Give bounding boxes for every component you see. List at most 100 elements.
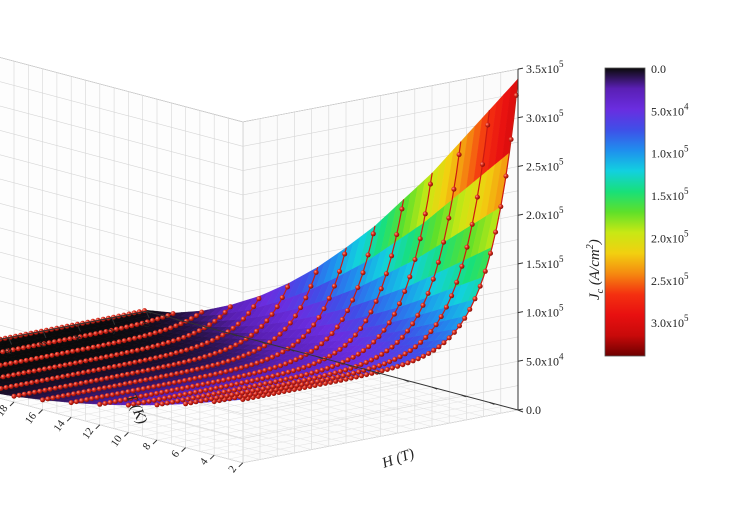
data-point (332, 350, 338, 356)
data-point (472, 296, 478, 302)
data-point (339, 317, 345, 322)
t-tick (181, 447, 186, 452)
data-point (215, 335, 221, 341)
h-tick (111, 317, 116, 325)
data-point (189, 367, 195, 373)
data-point (337, 368, 343, 374)
data-point (228, 344, 234, 350)
t-tick (346, 363, 352, 367)
t-tick (209, 454, 215, 460)
data-point (231, 375, 237, 381)
data-point (172, 393, 178, 399)
data-point (107, 399, 113, 405)
data-point (147, 331, 153, 337)
colorbar-label: 2.5x105 (651, 271, 689, 288)
data-point (446, 215, 452, 221)
data-point (151, 384, 157, 390)
data-point (62, 362, 68, 368)
data-point (0, 386, 4, 391)
data-point (360, 270, 366, 276)
z-tick-label: 0.0 (526, 403, 541, 417)
data-point (0, 349, 6, 355)
data-point (231, 387, 237, 393)
data-point (247, 384, 253, 390)
data-point (415, 312, 421, 318)
data-point (256, 346, 262, 352)
data-point (111, 340, 117, 346)
data-point (144, 319, 150, 325)
data-point (83, 379, 89, 385)
data-point (177, 379, 183, 385)
data-point (477, 283, 483, 289)
t-tick (203, 325, 209, 329)
data-point (355, 285, 361, 291)
data-point (262, 367, 268, 373)
data-point (51, 339, 57, 345)
data-point (260, 376, 266, 381)
t-tick (460, 394, 466, 398)
data-point (415, 356, 421, 362)
data-point (101, 342, 107, 348)
data-point (407, 348, 413, 354)
t-tick (174, 318, 180, 322)
data-point (117, 363, 123, 368)
data-point (226, 388, 232, 394)
surface-patch (0, 346, 5, 350)
data-point (93, 331, 99, 337)
data-point (410, 358, 416, 364)
data-point (171, 380, 177, 386)
data-point (154, 402, 160, 408)
data-point (304, 371, 310, 377)
data-point (363, 359, 369, 365)
data-point (34, 355, 40, 361)
data-point (151, 397, 157, 403)
data-point (142, 333, 148, 339)
data-point (397, 354, 403, 360)
data-point (230, 325, 236, 331)
data-point (464, 244, 470, 250)
data-point (103, 329, 109, 334)
data-point (330, 375, 336, 381)
data-point (312, 375, 318, 381)
data-point (467, 306, 473, 312)
t-tick-label: 10 (109, 433, 125, 449)
t-tick (403, 379, 409, 383)
data-point (256, 296, 262, 302)
data-point (97, 401, 103, 407)
gridline (214, 402, 490, 456)
t-tick-label: 6 (169, 448, 182, 460)
data-point (42, 387, 48, 393)
data-point (170, 311, 176, 317)
data-point (345, 372, 351, 377)
data-point (320, 377, 326, 383)
data-point (8, 360, 14, 366)
data-point (269, 311, 275, 317)
data-point (405, 360, 411, 366)
data-point (80, 346, 86, 352)
data-point (45, 396, 51, 402)
data-point (52, 385, 58, 391)
data-point (106, 365, 112, 370)
data-point (198, 398, 204, 404)
colorbar-label: 0.0 (651, 62, 666, 76)
z-tick (517, 311, 524, 314)
data-point (368, 309, 374, 315)
data-point (168, 351, 174, 357)
data-point (379, 351, 385, 357)
data-point (319, 341, 325, 347)
data-point (373, 298, 379, 304)
data-point (195, 394, 201, 400)
data-point (342, 342, 348, 348)
data-point (381, 327, 387, 333)
data-point (325, 376, 331, 382)
t-tick (124, 432, 129, 437)
data-point (503, 173, 509, 179)
data-point (93, 356, 99, 362)
data-point (146, 398, 152, 404)
gridline (114, 375, 390, 429)
data-point (233, 342, 239, 348)
data-point (21, 391, 27, 397)
data-point (244, 379, 250, 385)
data-point (324, 336, 330, 342)
data-point (251, 304, 257, 310)
